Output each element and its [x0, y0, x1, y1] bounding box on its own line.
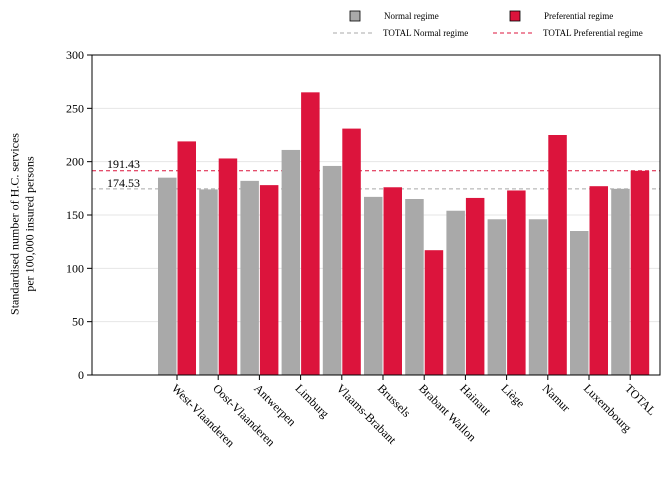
reference-line-label: 174.53 — [107, 176, 140, 190]
legend: Normal regime Preferential regime TOTAL No… — [333, 10, 643, 38]
bar-normal — [611, 188, 630, 375]
legend-label: Preferential regime — [544, 11, 613, 21]
bar-preferential — [383, 187, 402, 375]
bar-normal — [281, 149, 301, 375]
bar-preferential — [548, 135, 567, 375]
y-tick-label: 150 — [66, 208, 84, 222]
y-tick-label: 200 — [66, 155, 84, 169]
x-tick-label: Liège — [498, 381, 527, 410]
bar-normal — [487, 219, 507, 375]
y-tick-label: 300 — [66, 48, 84, 62]
bar-preferential — [259, 185, 279, 375]
bar-preferential — [424, 250, 444, 375]
bar-preferential — [218, 158, 238, 375]
bar-preferential — [301, 92, 320, 375]
bar-preferential — [177, 141, 196, 375]
x-tick-label: Namur — [540, 381, 573, 414]
bar-preferential — [589, 186, 608, 375]
legend-swatch — [349, 10, 361, 22]
bar-normal — [364, 196, 383, 375]
y-axis-label-line: per 100,000 insured persons — [23, 156, 37, 292]
x-tick-label: Brussels — [375, 381, 414, 420]
legend-label: TOTAL Normal regime — [383, 28, 468, 38]
legend-label: Normal regime — [384, 11, 439, 21]
y-axis-label: Standardised number of H.C. servicesper … — [8, 133, 37, 315]
bar-normal — [322, 165, 342, 375]
y-tick-label: 100 — [66, 261, 84, 275]
y-tick-label: 0 — [78, 368, 84, 382]
bar-normal — [446, 210, 465, 375]
bar-preferential — [342, 128, 361, 375]
legend-label: TOTAL Preferential regime — [543, 28, 643, 38]
bar-preferential — [465, 197, 485, 375]
bar-normal — [570, 231, 589, 375]
x-tick-label: Hainaut — [457, 381, 494, 418]
y-tick-label: 50 — [72, 315, 84, 329]
legend-swatch — [509, 10, 521, 22]
reference-line-label: 191.43 — [107, 157, 140, 171]
bar-normal — [528, 219, 548, 375]
bar-preferential — [630, 170, 650, 375]
bar-normal — [240, 180, 259, 375]
bar-normal — [158, 177, 177, 375]
x-tick-label: TOTAL — [622, 381, 659, 418]
y-tick-label: 250 — [66, 101, 84, 115]
bar-normal — [405, 199, 424, 375]
bar-preferential — [507, 190, 526, 375]
bars — [158, 92, 650, 375]
y-axis-label-line: Standardised number of H.C. services — [8, 133, 22, 315]
bar-normal — [199, 189, 218, 375]
x-tick-label: Limburg — [292, 381, 331, 420]
